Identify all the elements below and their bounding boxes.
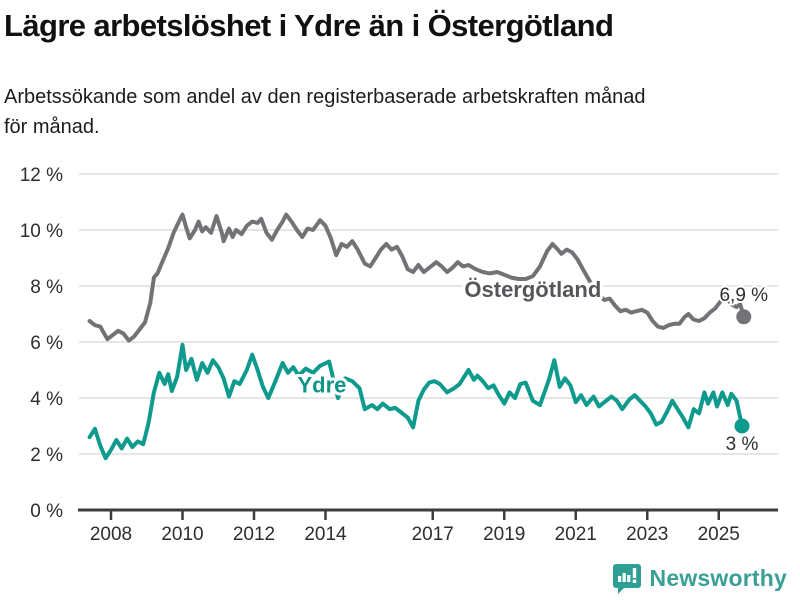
x-axis-tick-label: 2010 — [161, 524, 203, 545]
chart-subtitle-line1: Arbetssökande som andel av den registerb… — [4, 86, 646, 108]
newsworthy-wordmark: Newsworthy — [649, 564, 787, 591]
series-label-ostergotland: Östergötland — [464, 277, 601, 302]
x-axis-tick-label: 2008 — [90, 524, 132, 545]
chart-subtitle: Arbetssökande som andel av den registerb… — [4, 82, 784, 142]
endpoint-dot-ydre — [734, 418, 750, 434]
end-value-label-ydre: 3 % — [726, 434, 759, 455]
x-axis-tick-label: 2021 — [555, 524, 597, 545]
x-axis-tick-label: 2012 — [233, 524, 275, 545]
y-axis-tick-label: 4 % — [30, 389, 63, 410]
chart-subtitle-line2: för månad. — [4, 116, 100, 138]
newsworthy-bar-chart-icon — [612, 564, 641, 594]
y-axis-tick-label: 2 % — [30, 445, 63, 466]
series-line-ostergotland — [87, 212, 746, 343]
x-axis-tick-label: 2014 — [304, 524, 347, 545]
y-axis-tick-label: 10 % — [20, 221, 63, 242]
page-title: Lägre arbetslöshet i Ydre än i Östergötl… — [4, 8, 614, 43]
x-axis-tick-label: 2017 — [412, 524, 454, 545]
y-axis-tick-label: 12 % — [20, 165, 63, 186]
x-axis-tick-label: 2023 — [626, 524, 668, 545]
newsworthy-logo[interactable]: Newsworthy — [612, 562, 787, 594]
y-axis-tick-label: 6 % — [30, 333, 63, 354]
x-axis-tick-label: 2019 — [483, 524, 525, 545]
y-axis-tick-label: 8 % — [30, 277, 63, 298]
series-line-ydre — [87, 342, 744, 461]
end-value-label-ostergotland: 6,9 % — [719, 285, 768, 306]
series-label-ydre: Ydre — [297, 372, 346, 397]
x-axis-tick-label: 2025 — [698, 524, 740, 545]
endpoint-dot-ostergotland — [736, 309, 752, 325]
y-axis-tick-label: 0 % — [30, 501, 63, 522]
